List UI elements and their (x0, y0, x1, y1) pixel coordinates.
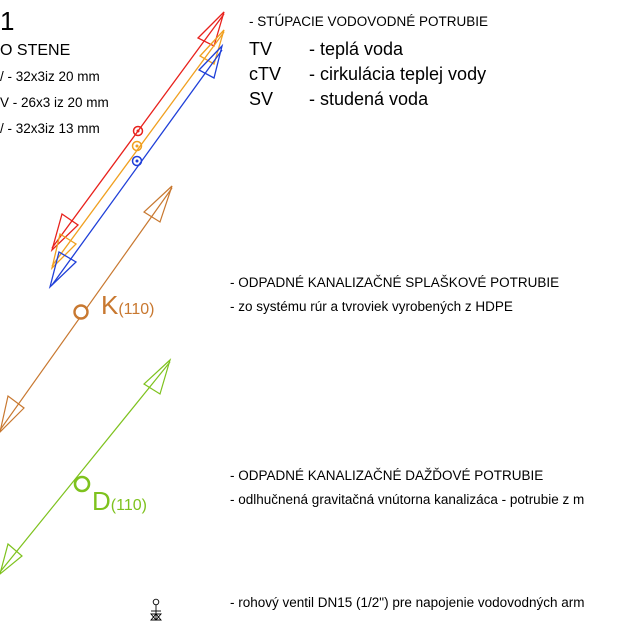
water-title: - STÚPACIE VODOVODNÉ POTRUBIE (249, 14, 489, 29)
cold-water-pipe-symbol (48, 43, 224, 290)
legend-number: 1 (0, 6, 15, 36)
rain-label-size: (110) (110, 497, 147, 514)
rain-line-1: - ODPADNÉ KANALIZAČNÉ DAŽĎOVÉ POTRUBIE (230, 468, 544, 483)
legend-spec-2: V - 26x3 iz 20 mm (0, 95, 109, 110)
rain-line-2: - odlhučnená gravitačná vnútorna kanaliz… (230, 492, 585, 507)
legend-spec-1: / - 32x3iz 20 mm (0, 69, 100, 84)
sewage-pipe-symbol (0, 185, 173, 433)
legend-heading: O STENE (0, 42, 71, 59)
angle-valve-icon (150, 598, 162, 621)
circulation-pipe-symbol (50, 29, 225, 271)
sewage-line-2: - zo systému rúr a tvroviek vyrobených z… (230, 299, 513, 314)
rain-label: D(110) (92, 488, 147, 514)
hot-water-pipe-symbol (50, 11, 225, 253)
rain-label-letter: D (92, 486, 111, 516)
water-desc-tv: - teplá voda (309, 39, 404, 59)
water-code-sv: SV (249, 89, 274, 109)
sewage-line-1: - ODPADNÉ KANALIZAČNÉ SPLAŠKOVÉ POTRUBIE (230, 275, 560, 290)
water-desc-sv: - studená voda (309, 89, 429, 109)
legend-spec-3: / - 32x3iz 13 mm (0, 121, 100, 136)
water-code-ctv: cTV (249, 64, 282, 84)
valve-text: - rohový ventil DN15 (1/2") pre napojeni… (230, 595, 585, 610)
water-code-tv: TV (249, 39, 273, 59)
sewage-label-size: (110) (118, 301, 155, 318)
water-desc-ctv: - cirkulácia teplej vody (309, 64, 487, 84)
sewage-label: K(110) (101, 292, 155, 318)
sewage-label-letter: K (101, 290, 119, 320)
rain-pipe-symbol (0, 358, 172, 575)
